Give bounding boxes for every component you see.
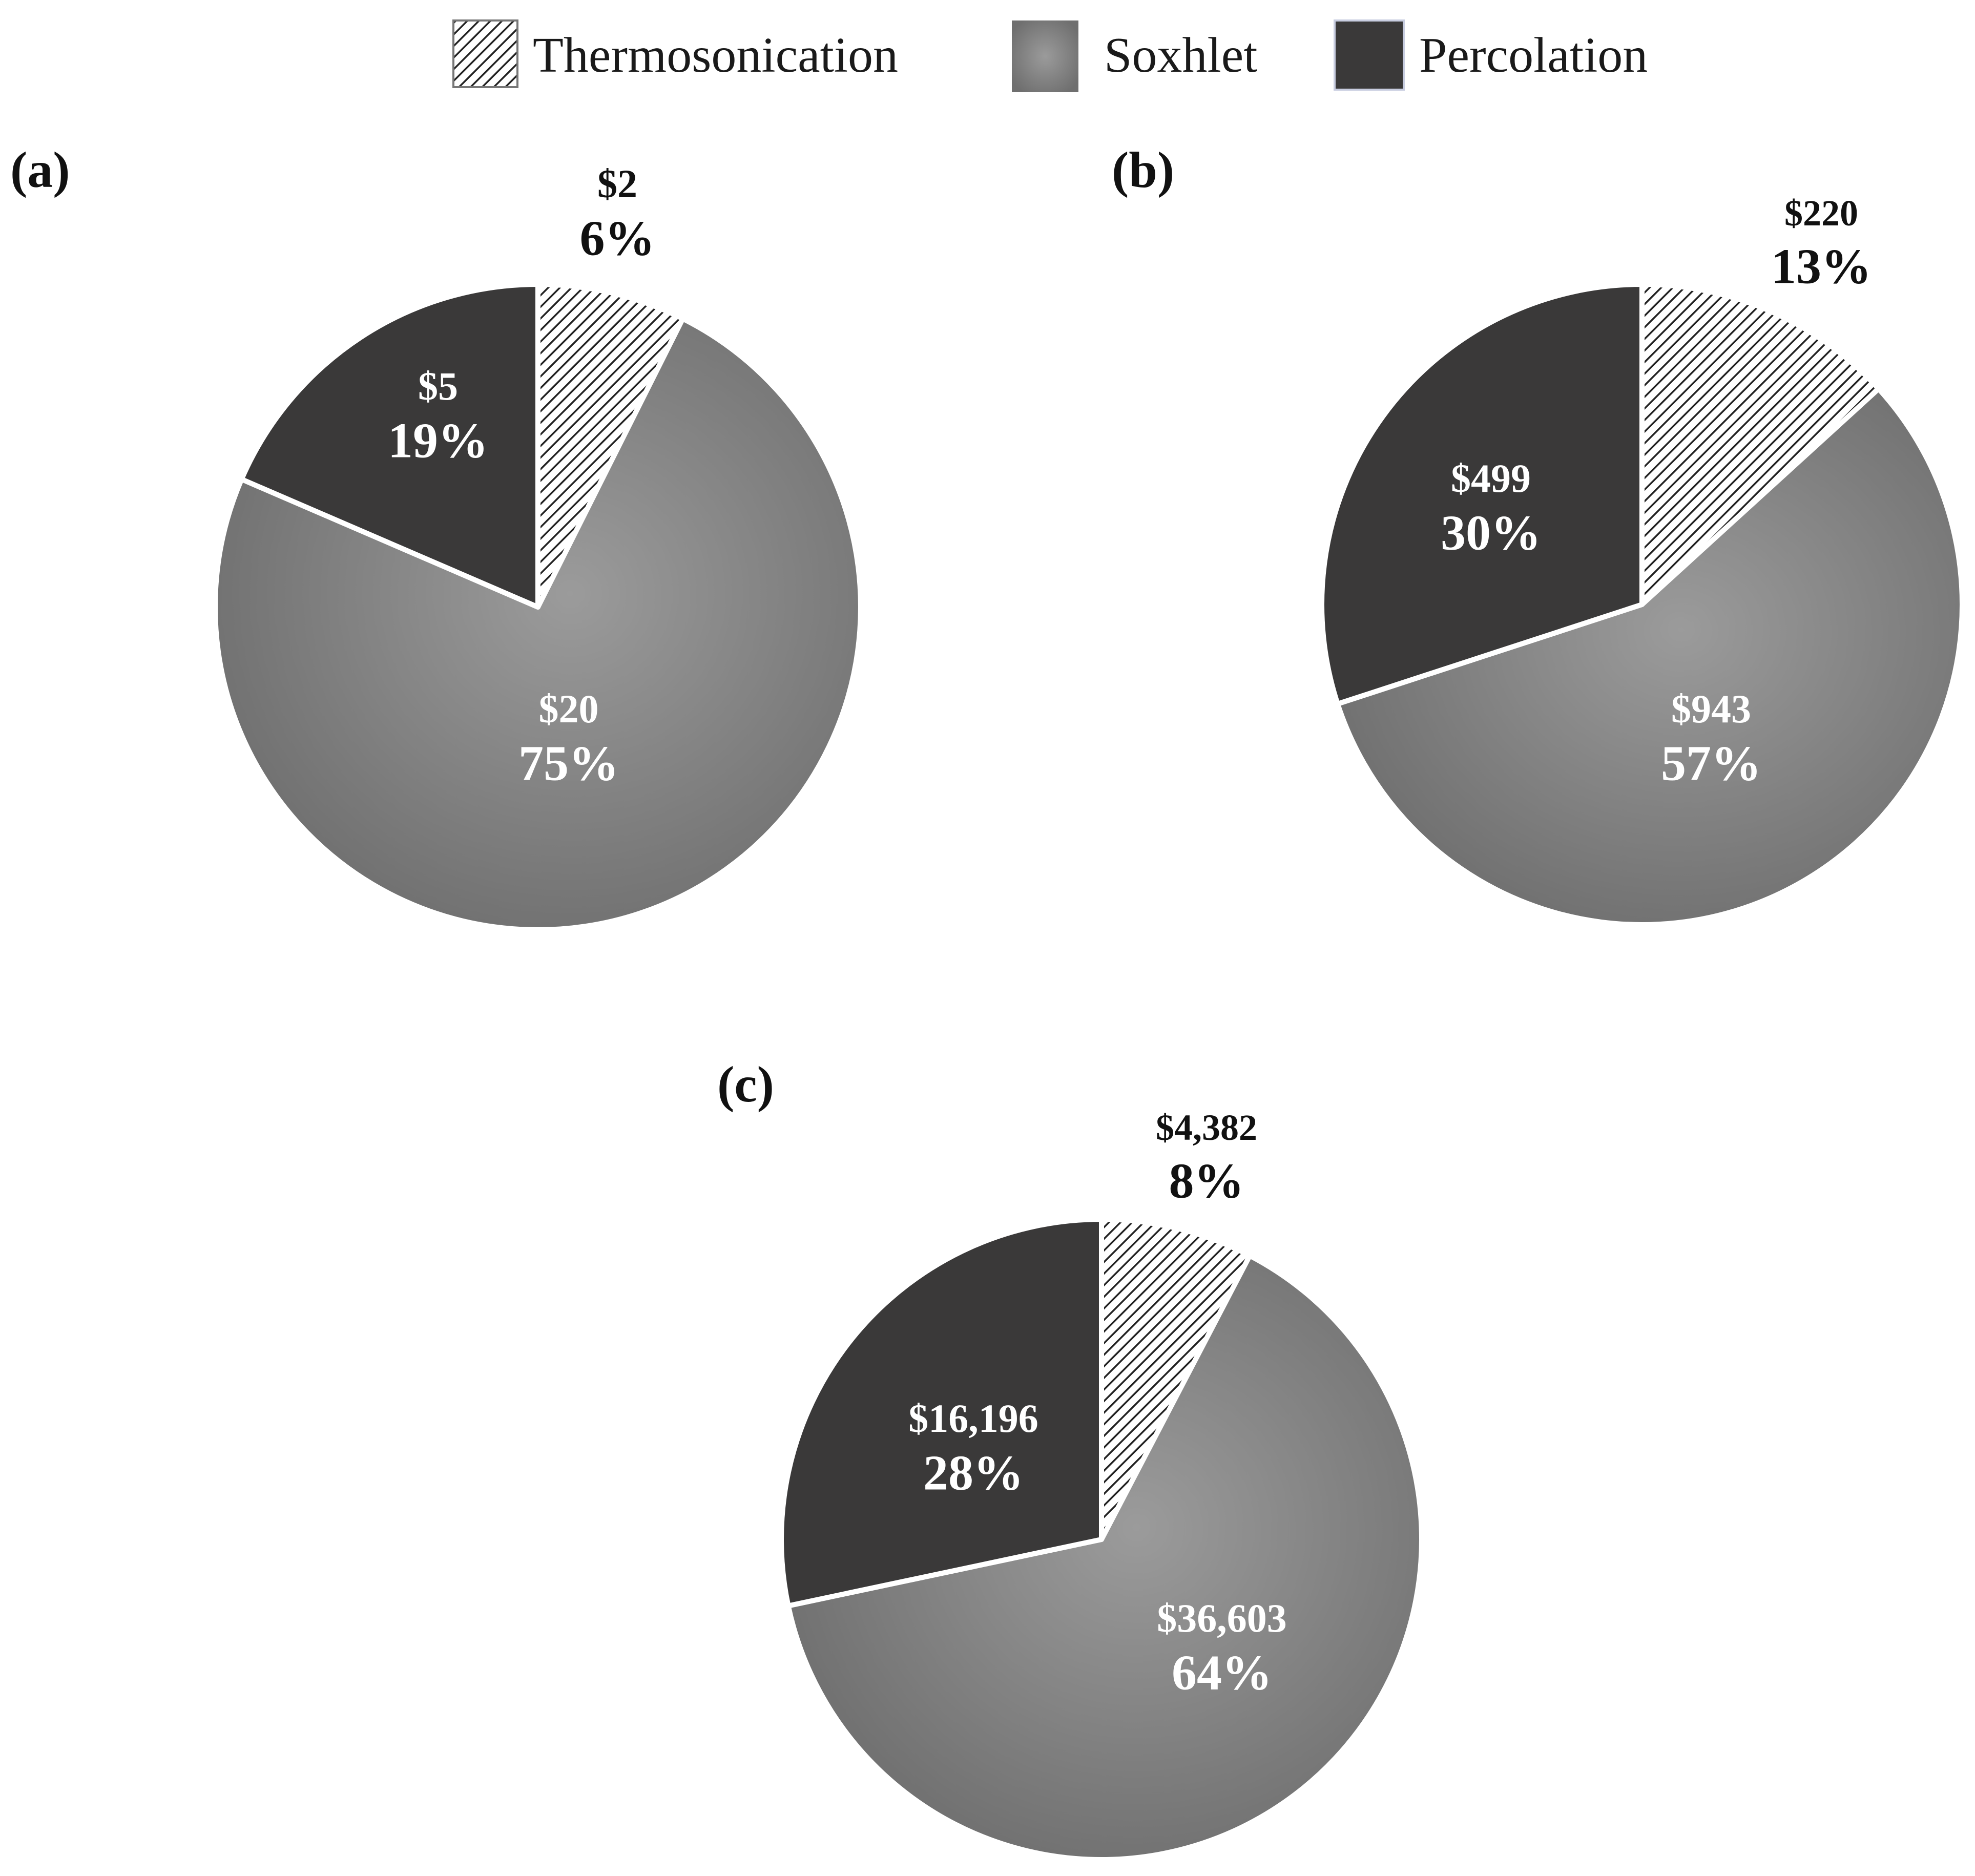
slice-value-label-thermosonication: $220: [1784, 193, 1858, 234]
slice-percent-label-thermosonication: 6%: [580, 211, 655, 266]
legend-label-soxhlet: Soxhlet: [1104, 28, 1257, 83]
legend-label-percolation: Percolation: [1419, 28, 1648, 83]
legend: Thermosonication Soxhlet Percolation: [452, 19, 1648, 92]
slice-percent-label-thermosonication: 13%: [1771, 239, 1872, 295]
legend-item-percolation: Percolation: [1334, 19, 1648, 91]
pie-slice-soxhlet: [785, 1253, 1424, 1862]
panel-label-b: (b): [1112, 141, 1174, 198]
slice-percent-label-thermosonication: 8%: [1169, 1154, 1244, 1209]
pie-slice-soxhlet: [213, 316, 863, 932]
legend-swatch-hatch: [452, 19, 518, 88]
legend-swatch-gradient: [1012, 20, 1078, 92]
slice-value-label-thermosonication: $4,382: [1156, 1107, 1257, 1148]
legend-item-soxhlet: Soxhlet: [1012, 20, 1257, 92]
pie-slice-soxhlet: [1335, 386, 1965, 927]
slice-value-label-soxhlet: $36,603: [1157, 1596, 1287, 1640]
slice-value-label-percolation: $5: [418, 364, 458, 408]
pie-slice-percolation: [239, 282, 540, 610]
pie-slice-percolation: [1319, 282, 1645, 707]
slice-percent-label-percolation: 19%: [388, 413, 488, 469]
panel-label-a: (a): [10, 141, 70, 198]
slice-percent-label-percolation: 28%: [923, 1446, 1024, 1501]
slice-value-label-soxhlet: $20: [539, 686, 599, 731]
pie-chart-a: $2 6% $20 75% $5 19%: [213, 161, 863, 932]
slice-value-label-thermosonication: $2: [597, 161, 637, 206]
slice-percent-label-soxhlet: 64%: [1172, 1645, 1272, 1701]
pie-slice-thermosonication: [1099, 1217, 1253, 1542]
pie-slice-percolation: [779, 1217, 1104, 1609]
pie-chart-c: $4,382 8% $36,603 64% $16,196 28%: [779, 1107, 1424, 1862]
slice-value-label-soxhlet: $943: [1671, 686, 1751, 731]
slice-value-label-percolation: $499: [1451, 456, 1531, 501]
pie-slice-thermosonication: [535, 282, 685, 610]
legend-swatch-dark: [1334, 19, 1405, 91]
slice-percent-label-percolation: 30%: [1441, 506, 1541, 561]
pie-slice-thermosonication: [1639, 282, 1881, 607]
slice-percent-label-soxhlet: 57%: [1661, 736, 1761, 791]
panel-label-c: (c): [717, 1056, 774, 1113]
pie-chart-b: $220 13% $943 57% $499 30%: [1319, 193, 1965, 927]
slice-percent-label-soxhlet: 75%: [518, 736, 619, 791]
legend-item-thermosonication: Thermosonication: [452, 19, 898, 88]
slice-value-label-percolation: $16,196: [908, 1396, 1038, 1441]
legend-label-thermosonication: Thermosonication: [533, 28, 898, 83]
